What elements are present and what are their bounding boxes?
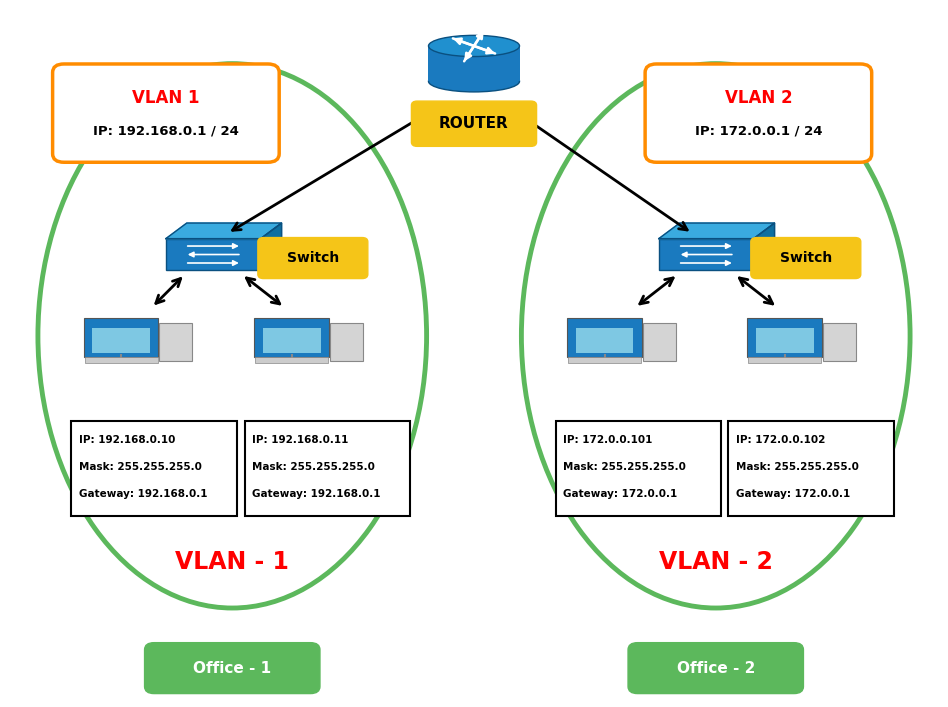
FancyBboxPatch shape <box>71 421 237 516</box>
FancyBboxPatch shape <box>568 357 641 363</box>
Text: IP: 192.168.0.10: IP: 192.168.0.10 <box>79 435 175 445</box>
Text: VLAN - 2: VLAN - 2 <box>659 550 773 574</box>
FancyBboxPatch shape <box>643 323 676 361</box>
FancyBboxPatch shape <box>245 421 410 516</box>
FancyBboxPatch shape <box>411 101 537 146</box>
FancyBboxPatch shape <box>762 358 807 360</box>
FancyBboxPatch shape <box>728 421 894 516</box>
FancyBboxPatch shape <box>748 357 821 363</box>
Text: IP: 192.168.0.11: IP: 192.168.0.11 <box>252 435 349 445</box>
Text: Switch: Switch <box>779 251 832 265</box>
Text: Mask: 255.255.255.0: Mask: 255.255.255.0 <box>563 462 686 472</box>
FancyBboxPatch shape <box>269 358 314 360</box>
Text: Mask: 255.255.255.0: Mask: 255.255.255.0 <box>736 462 859 472</box>
Text: Gateway: 172.0.0.1: Gateway: 172.0.0.1 <box>736 489 850 498</box>
Ellipse shape <box>428 71 520 92</box>
Polygon shape <box>261 223 282 270</box>
Text: Office - 2: Office - 2 <box>677 660 755 676</box>
FancyBboxPatch shape <box>258 238 368 279</box>
FancyBboxPatch shape <box>330 323 363 361</box>
FancyBboxPatch shape <box>92 328 150 353</box>
FancyBboxPatch shape <box>144 643 319 694</box>
Text: IP: 172.0.0.1 / 24: IP: 172.0.0.1 / 24 <box>695 124 822 137</box>
Text: VLAN 2: VLAN 2 <box>724 88 793 107</box>
Text: Mask: 255.255.255.0: Mask: 255.255.255.0 <box>252 462 375 472</box>
FancyBboxPatch shape <box>567 317 642 357</box>
FancyBboxPatch shape <box>628 643 803 694</box>
FancyBboxPatch shape <box>254 317 329 357</box>
FancyBboxPatch shape <box>823 323 856 361</box>
FancyBboxPatch shape <box>99 358 143 360</box>
FancyBboxPatch shape <box>166 238 261 270</box>
FancyBboxPatch shape <box>659 238 754 270</box>
FancyBboxPatch shape <box>83 317 158 357</box>
Polygon shape <box>166 223 282 239</box>
FancyBboxPatch shape <box>84 357 157 363</box>
FancyBboxPatch shape <box>751 238 861 279</box>
Text: Gateway: 192.168.0.1: Gateway: 192.168.0.1 <box>79 489 208 498</box>
Text: IP: 192.168.0.1 / 24: IP: 192.168.0.1 / 24 <box>93 124 239 137</box>
FancyBboxPatch shape <box>556 421 721 516</box>
Text: VLAN - 1: VLAN - 1 <box>175 550 289 574</box>
Text: Mask: 255.255.255.0: Mask: 255.255.255.0 <box>79 462 202 472</box>
FancyBboxPatch shape <box>159 323 192 361</box>
FancyBboxPatch shape <box>582 358 627 360</box>
Text: ROUTER: ROUTER <box>439 116 509 132</box>
FancyBboxPatch shape <box>756 328 813 353</box>
Polygon shape <box>659 223 775 239</box>
FancyBboxPatch shape <box>263 328 320 353</box>
FancyBboxPatch shape <box>747 317 822 357</box>
FancyBboxPatch shape <box>52 64 279 163</box>
Text: IP: 172.0.0.101: IP: 172.0.0.101 <box>563 435 652 445</box>
Text: Gateway: 172.0.0.1: Gateway: 172.0.0.1 <box>563 489 678 498</box>
Text: Gateway: 192.168.0.1: Gateway: 192.168.0.1 <box>252 489 381 498</box>
Text: IP: 172.0.0.102: IP: 172.0.0.102 <box>736 435 825 445</box>
Text: Office - 1: Office - 1 <box>193 660 271 676</box>
Text: Switch: Switch <box>286 251 339 265</box>
FancyBboxPatch shape <box>575 328 633 353</box>
Polygon shape <box>754 223 775 270</box>
FancyBboxPatch shape <box>645 64 872 163</box>
Text: VLAN 1: VLAN 1 <box>132 88 200 107</box>
FancyBboxPatch shape <box>428 46 520 81</box>
Ellipse shape <box>428 35 520 57</box>
FancyBboxPatch shape <box>255 357 328 363</box>
